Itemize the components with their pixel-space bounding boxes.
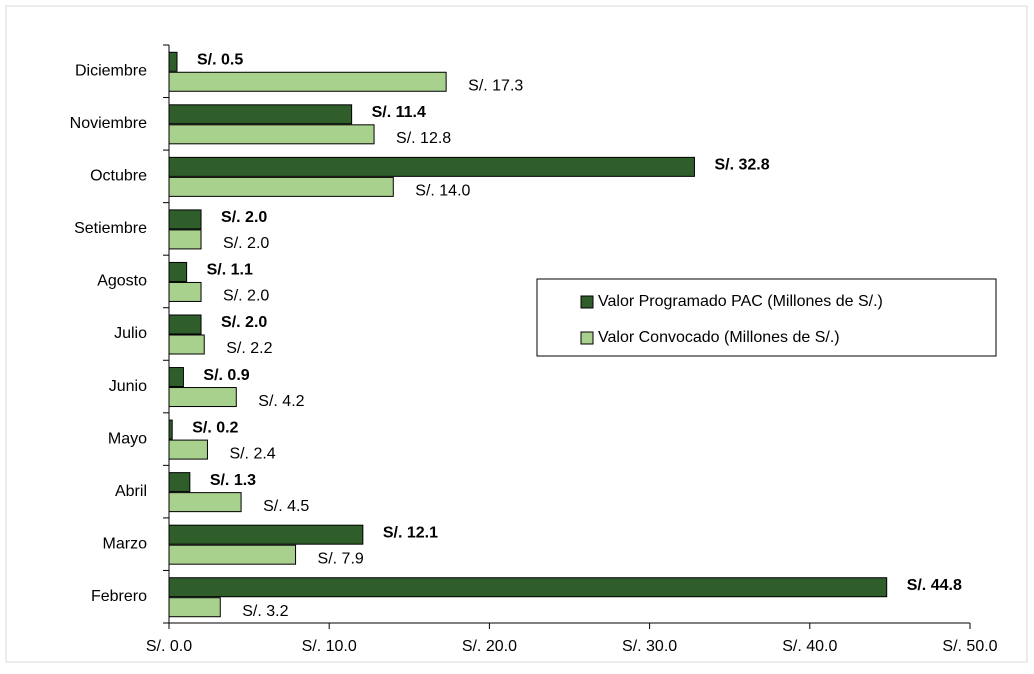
legend-label: Valor Convocado (Millones de S/.): [598, 329, 840, 346]
value-label: S/. 1.1: [207, 262, 253, 279]
value-label: S/. 0.5: [197, 51, 243, 68]
value-label: S/. 0.2: [192, 419, 238, 436]
bar: [168, 597, 221, 618]
value-label: S/. 12.8: [396, 130, 451, 147]
bar: [168, 472, 191, 493]
y-tick-label: Julio: [114, 325, 147, 342]
value-label: S/. 2.0: [221, 209, 267, 226]
value-label: S/. 32.8: [714, 157, 769, 174]
bar: [168, 524, 364, 545]
y-tick-label: Abril: [115, 483, 147, 500]
x-tick-label: S/. 50.0: [942, 638, 997, 655]
value-label: S/. 3.2: [242, 603, 288, 620]
value-label: S/. 7.9: [318, 550, 364, 567]
bar: [168, 334, 205, 355]
y-tick-label: Octubre: [90, 168, 147, 185]
bar: [168, 577, 888, 598]
value-label: S/. 4.5: [263, 498, 309, 515]
x-tick-label: S/. 20.0: [462, 638, 517, 655]
bar: [168, 367, 184, 388]
y-tick-label: Noviembre: [70, 115, 147, 132]
x-tick-label: S/. 0.0: [146, 638, 192, 655]
y-tick-label: Mayo: [108, 430, 147, 447]
bar: [168, 419, 173, 440]
bar: [168, 156, 695, 177]
value-label: S/. 12.1: [383, 524, 438, 541]
value-label: S/. 2.2: [226, 340, 272, 357]
value-label: S/. 17.3: [468, 77, 523, 94]
bar: [168, 544, 297, 565]
y-tick-label: Diciembre: [75, 62, 147, 79]
value-label: S/. 1.3: [210, 472, 256, 489]
value-label: S/. 2.0: [223, 235, 269, 252]
bar: [168, 229, 202, 250]
legend-label: Valor Programado PAC (Millones de S/.): [598, 293, 883, 310]
bar: [168, 261, 188, 282]
bar: [168, 104, 353, 125]
bar: [168, 492, 242, 513]
x-tick-label: S/. 40.0: [782, 638, 837, 655]
value-label: S/. 2.4: [229, 445, 275, 462]
bar: [168, 314, 202, 335]
bar: [168, 209, 202, 230]
bar: [168, 281, 202, 302]
value-label: S/. 2.0: [223, 288, 269, 305]
y-tick-label: Agosto: [97, 273, 147, 290]
x-tick-label: S/. 10.0: [302, 638, 357, 655]
value-label: S/. 14.0: [415, 183, 470, 200]
x-tick-label: S/. 30.0: [622, 638, 677, 655]
value-label: S/. 11.4: [372, 104, 426, 121]
bar: [168, 439, 208, 460]
value-label: S/. 4.2: [258, 393, 304, 410]
y-tick-label: Junio: [109, 378, 147, 395]
bar: [168, 51, 178, 72]
legend-swatch: [580, 295, 594, 309]
y-tick-label: Marzo: [103, 535, 148, 552]
bar: [168, 176, 394, 197]
legend-swatch: [580, 331, 594, 345]
value-label: S/. 44.8: [907, 577, 962, 594]
value-label: S/. 2.0: [221, 314, 267, 331]
value-label: S/. 0.9: [203, 367, 249, 384]
bar: [168, 387, 237, 408]
bar: [168, 71, 447, 92]
bar: [168, 124, 375, 145]
y-tick-label: Setiembre: [74, 220, 147, 237]
legend-box: [536, 278, 997, 357]
y-tick-label: Febrero: [91, 588, 147, 605]
